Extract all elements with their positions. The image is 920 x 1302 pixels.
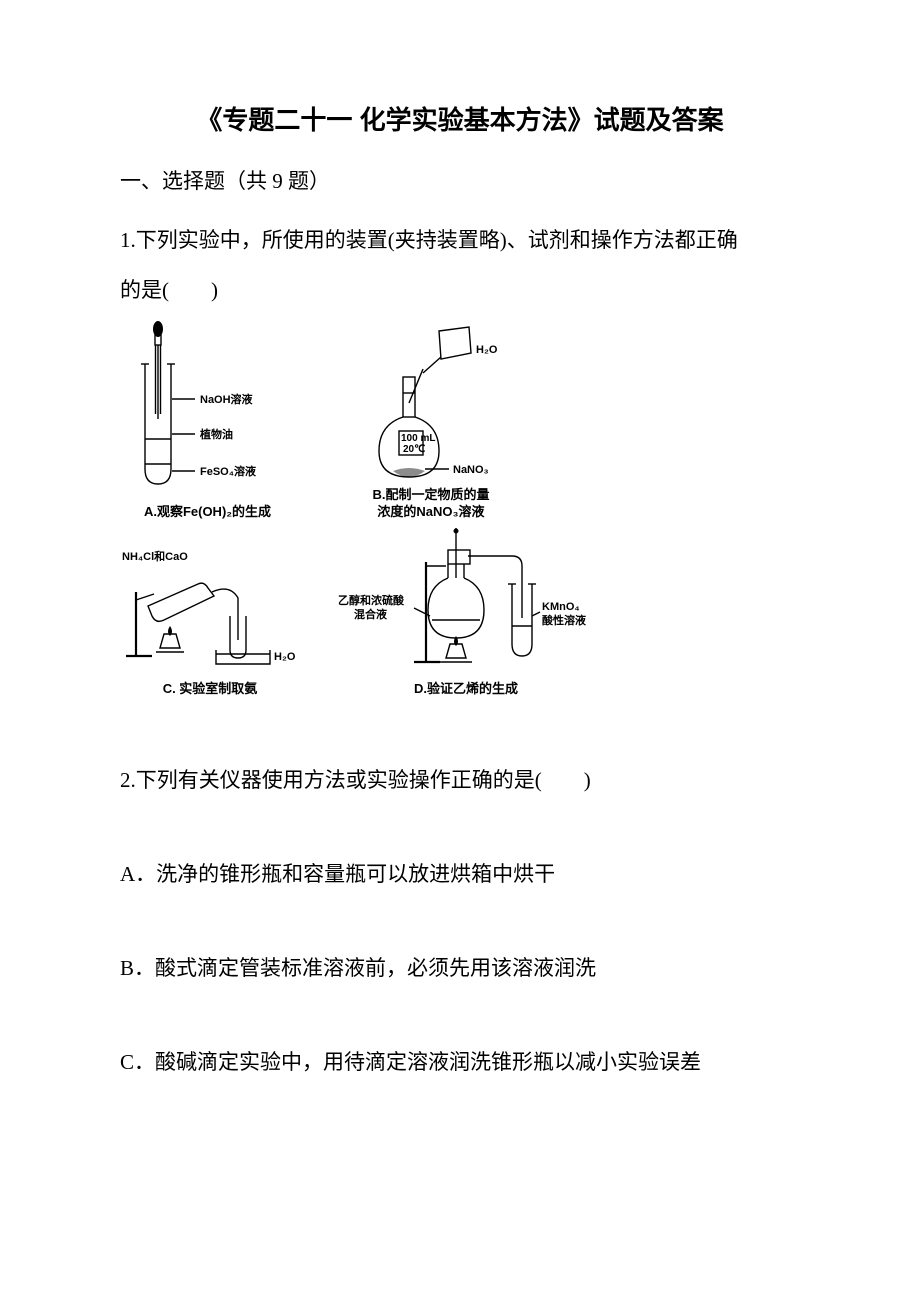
figC-label-h2o: H₂O	[274, 651, 296, 663]
figD-label-kmno4-1: KMnO₄	[542, 601, 580, 613]
figD-label-ethanol-2: 混合液	[354, 607, 388, 621]
figB-flask-temp: 20℃	[403, 444, 425, 455]
q1-figures-row-2: NH₄Cl和CaO H₂O C.	[120, 526, 800, 697]
q2-stem: 2.下列有关仪器使用方法或实验操作正确的是( )	[120, 759, 800, 801]
figA-label-feso4: FeSO₄溶液	[200, 464, 257, 478]
section-1-header: 一、选择题（共 9 题）	[120, 163, 800, 201]
q1-stem-line1: 1.下列实验中，所使用的装置(夹持装置略)、试剂和操作方法都正确	[120, 219, 800, 261]
figA-label-naoh: NaOH溶液	[200, 392, 254, 406]
q1-figure-c-svg: NH₄Cl和CaO H₂O	[120, 536, 300, 676]
figB-label-h2o: H₂O	[476, 344, 498, 356]
q1-figure-b-svg: H₂O NaNO₃ 100 mL 20℃	[331, 325, 531, 485]
q1-figure-c: NH₄Cl和CaO H₂O C.	[120, 536, 300, 697]
figD-label-kmno4-2: 酸性溶液	[542, 613, 587, 627]
q1-figure-d-svg: 乙醇和浓硫酸 混合液 KMnO₄ 酸性溶液	[336, 526, 596, 676]
q1-figC-caption: C. 实验室制取氨	[163, 678, 258, 697]
q1-figD-caption: D.验证乙烯的生成	[414, 678, 518, 697]
q1-figures-row-1: NaOH溶液 植物油 FeSO₄溶液 A.观察Fe(OH)₂的生成 H₂O	[120, 319, 800, 520]
spacer	[120, 703, 800, 759]
figD-label-ethanol-1: 乙醇和浓硫酸	[338, 593, 405, 607]
document-page: 《专题二十一 化学实验基本方法》试题及答案 一、选择题（共 9 题） 1.下列实…	[0, 0, 920, 1151]
q2-option-c: C．酸碱滴定实验中，用待滴定溶液润洗锥形瓶以减小实验误差	[120, 1041, 800, 1083]
q1-figA-caption: A.观察Fe(OH)₂的生成	[144, 501, 271, 520]
figA-label-oil: 植物油	[199, 427, 233, 441]
q1-figure-a-svg: NaOH溶液 植物油 FeSO₄溶液	[120, 319, 295, 499]
spacer	[120, 809, 800, 853]
q1-figure-b: H₂O NaNO₃ 100 mL 20℃ B.配制一定物质的量 浓度的NaNO₃…	[331, 325, 531, 520]
q2-option-b: B．酸式滴定管装标准溶液前，必须先用该溶液润洗	[120, 947, 800, 989]
q1-figure-a: NaOH溶液 植物油 FeSO₄溶液 A.观察Fe(OH)₂的生成	[120, 319, 295, 520]
spacer	[120, 997, 800, 1041]
spacer	[120, 903, 800, 947]
figC-label-nh4cl: NH₄Cl和CaO	[122, 549, 188, 563]
q1-figure-d: 乙醇和浓硫酸 混合液 KMnO₄ 酸性溶液 D.验证乙烯的生成	[336, 526, 596, 697]
q2-option-a: A．洗净的锥形瓶和容量瓶可以放进烘箱中烘干	[120, 853, 800, 895]
figB-flask-vol: 100 mL	[401, 433, 435, 444]
q1-stem-line2: 的是( )	[120, 269, 800, 311]
q1-figB-caption: B.配制一定物质的量 浓度的NaNO₃溶液	[372, 487, 489, 520]
figB-label-nano3: NaNO₃	[453, 464, 489, 476]
document-title: 《专题二十一 化学实验基本方法》试题及答案	[120, 100, 800, 137]
